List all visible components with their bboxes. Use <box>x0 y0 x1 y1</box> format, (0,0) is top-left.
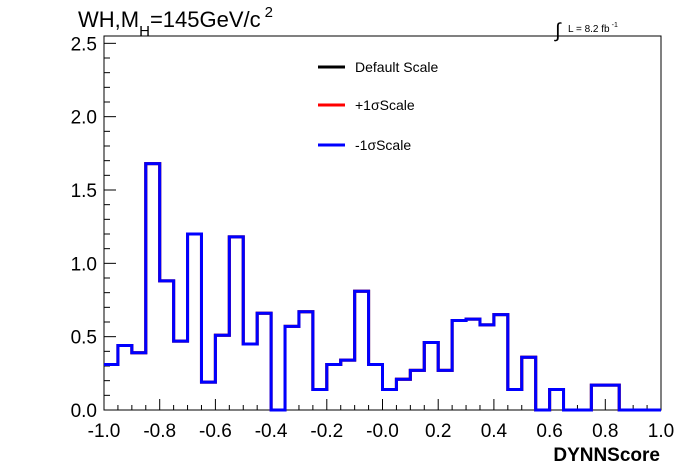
y-tick-label: 1.5 <box>71 181 97 202</box>
series-line-2 <box>104 162 661 412</box>
legend-label: Default Scale <box>355 59 438 75</box>
x-tick-label: -0.6 <box>199 421 232 442</box>
y-tick-label: 2.5 <box>71 34 97 55</box>
x-tick-label: -0.8 <box>143 421 176 442</box>
x-axis-label: DYNNScore <box>553 445 660 466</box>
plot-frame <box>103 35 662 411</box>
y-tick-label: 2.0 <box>71 108 97 129</box>
y-tick-label: 1.0 <box>71 254 97 275</box>
lumi-label: L = 8.2 fb -1 <box>568 22 618 35</box>
x-tick-label: 0.6 <box>536 421 562 442</box>
x-tick-label: -0.4 <box>255 421 288 442</box>
y-tick-label: 0.5 <box>71 328 97 349</box>
x-tick-label: -0.0 <box>366 421 399 442</box>
x-tick-label: 0.2 <box>425 421 451 442</box>
x-tick-label: 0.4 <box>481 421 508 442</box>
y-tick-label: 0.0 <box>71 401 97 422</box>
chart-title: WH,MH=145GeV/c 2 <box>78 4 273 40</box>
x-tick-label: 0.8 <box>592 421 618 442</box>
legend-label: +1σScale <box>355 97 415 113</box>
x-tick-label: 1.0 <box>648 421 674 442</box>
x-tick-label: -0.2 <box>310 421 343 442</box>
legend-label: -1σScale <box>355 137 411 153</box>
lumi-integral-sign: ∫ <box>554 20 562 42</box>
x-tick-label: -1.0 <box>88 421 121 442</box>
